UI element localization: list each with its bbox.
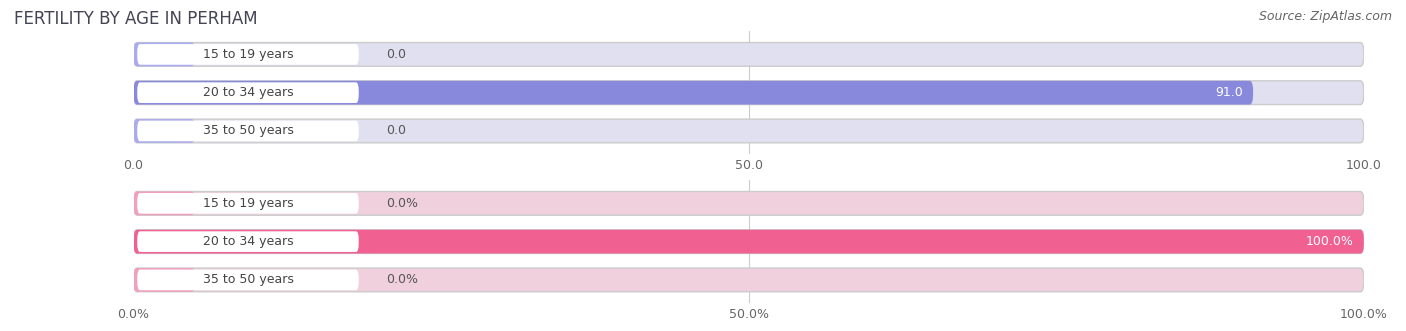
Text: 20 to 34 years: 20 to 34 years bbox=[202, 235, 294, 248]
FancyBboxPatch shape bbox=[134, 268, 195, 292]
FancyBboxPatch shape bbox=[138, 82, 359, 103]
FancyBboxPatch shape bbox=[138, 44, 359, 65]
Text: 15 to 19 years: 15 to 19 years bbox=[202, 197, 294, 210]
Text: Source: ZipAtlas.com: Source: ZipAtlas.com bbox=[1258, 10, 1392, 23]
FancyBboxPatch shape bbox=[138, 269, 359, 290]
Text: 0.0%: 0.0% bbox=[385, 197, 418, 210]
FancyBboxPatch shape bbox=[134, 119, 1364, 143]
FancyBboxPatch shape bbox=[134, 230, 1364, 254]
FancyBboxPatch shape bbox=[134, 192, 1364, 215]
FancyBboxPatch shape bbox=[134, 81, 1364, 105]
Text: FERTILITY BY AGE IN PERHAM: FERTILITY BY AGE IN PERHAM bbox=[14, 10, 257, 28]
FancyBboxPatch shape bbox=[138, 120, 359, 141]
FancyBboxPatch shape bbox=[134, 230, 1364, 254]
FancyBboxPatch shape bbox=[134, 119, 195, 143]
FancyBboxPatch shape bbox=[134, 268, 1364, 292]
Text: 91.0: 91.0 bbox=[1216, 86, 1243, 99]
FancyBboxPatch shape bbox=[134, 43, 1364, 66]
Text: 100.0%: 100.0% bbox=[1306, 235, 1354, 248]
FancyBboxPatch shape bbox=[138, 231, 359, 252]
FancyBboxPatch shape bbox=[138, 193, 359, 214]
Text: 20 to 34 years: 20 to 34 years bbox=[202, 86, 294, 99]
Text: 0.0: 0.0 bbox=[385, 124, 406, 137]
Text: 35 to 50 years: 35 to 50 years bbox=[202, 124, 294, 137]
FancyBboxPatch shape bbox=[134, 81, 1253, 105]
Text: 35 to 50 years: 35 to 50 years bbox=[202, 273, 294, 286]
Text: 0.0%: 0.0% bbox=[385, 273, 418, 286]
Text: 15 to 19 years: 15 to 19 years bbox=[202, 48, 294, 61]
FancyBboxPatch shape bbox=[134, 192, 195, 215]
Text: 0.0: 0.0 bbox=[385, 48, 406, 61]
FancyBboxPatch shape bbox=[134, 43, 195, 66]
